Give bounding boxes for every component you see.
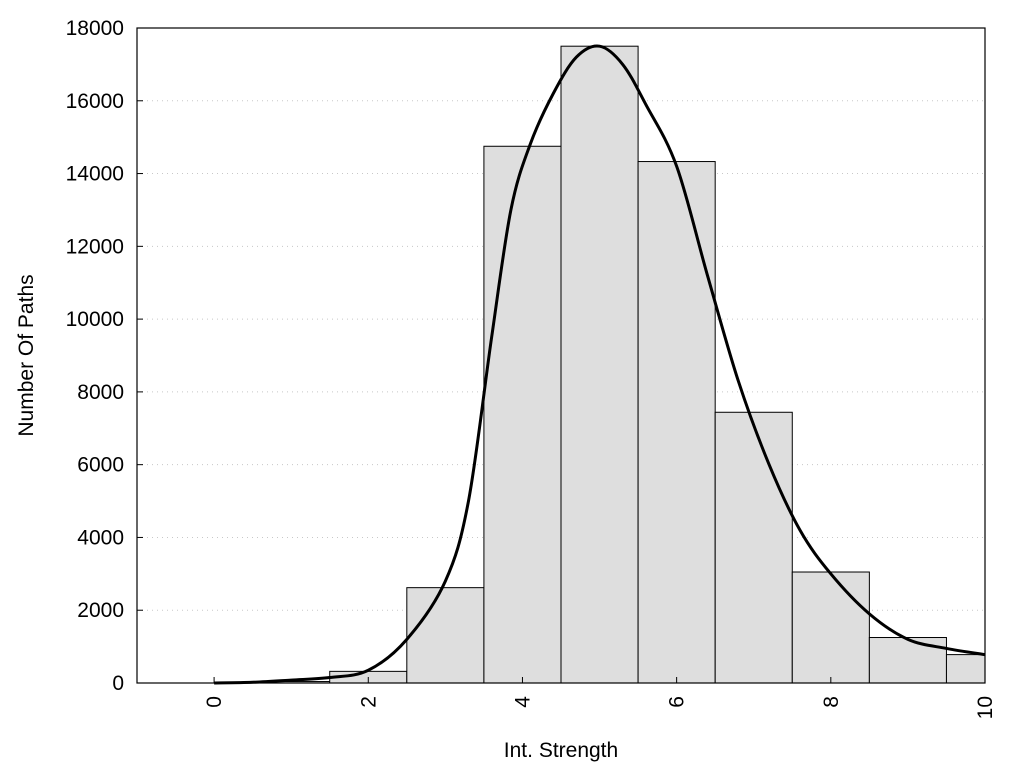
y-axis-ticks: 0 2000 4000 6000 8000 10000 12000 14000 16000 180… (66, 17, 143, 695)
x-axis-title: Int. Strength (504, 739, 618, 762)
y-axis-title: Number Of Paths (15, 274, 38, 436)
y-tick-label: 18000 (66, 17, 124, 40)
x-tick-label: 0 (203, 696, 226, 708)
y-tick-label: 12000 (66, 235, 124, 258)
x-axis-ticks: 0 2 4 6 8 10 (203, 677, 997, 719)
fitted-curve (214, 44, 986, 685)
y-tick-label: 6000 (77, 454, 124, 477)
histogram-bar (945, 654, 986, 684)
x-tick-label: 2 (357, 696, 380, 708)
histogram-bar (868, 637, 947, 684)
x-tick-label: 8 (820, 696, 843, 708)
y-tick-label: 4000 (77, 526, 124, 549)
y-tick-label: 14000 (66, 163, 124, 186)
histogram-bars (252, 45, 986, 684)
x-tick-label: 4 (511, 696, 534, 708)
histogram-bar (560, 45, 639, 684)
plot-frame (136, 27, 986, 684)
y-tick-label: 8000 (77, 381, 124, 404)
x-tick-label: 6 (666, 696, 689, 708)
y-tick-label: 10000 (66, 308, 124, 331)
x-tick-label: 10 (974, 696, 997, 719)
y-tick-label: 2000 (77, 599, 124, 622)
histogram-bar (406, 587, 485, 684)
y-tick-label: 16000 (66, 90, 124, 113)
histogram-bar (791, 571, 870, 684)
histogram-bar (637, 161, 716, 684)
histogram-bar (714, 411, 793, 684)
histogram-bar (483, 145, 562, 684)
y-tick-label: 0 (112, 672, 124, 695)
